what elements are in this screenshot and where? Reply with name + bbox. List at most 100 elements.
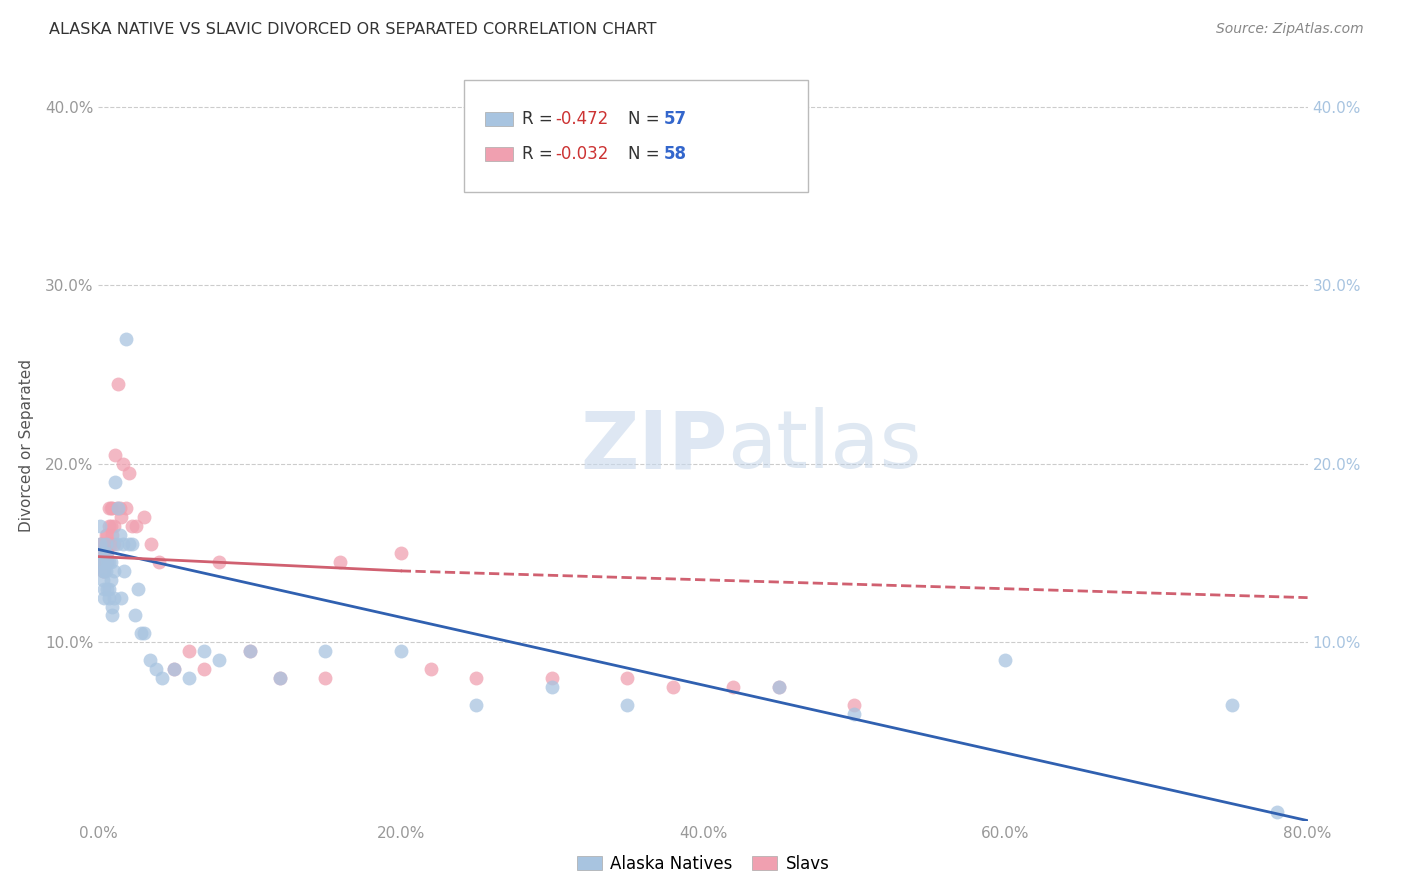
- Point: [93, 582, 115, 596]
- Point: [89, 537, 111, 551]
- Point: [96, 555, 118, 569]
- Point: [540, 671, 562, 685]
- Point: [844, 698, 866, 712]
- Point: [768, 680, 790, 694]
- Point: [616, 698, 638, 712]
- Point: [98, 519, 121, 533]
- Point: [91, 564, 114, 578]
- Point: [540, 680, 562, 694]
- Text: N =: N =: [628, 145, 665, 163]
- Text: ALASKA NATIVE VS SLAVIC DIVORCED OR SEPARATED CORRELATION CHART: ALASKA NATIVE VS SLAVIC DIVORCED OR SEPA…: [49, 22, 657, 37]
- Text: Source: ZipAtlas.com: Source: ZipAtlas.com: [1216, 22, 1364, 37]
- Point: [94, 537, 117, 551]
- Point: [93, 564, 115, 578]
- Point: [101, 608, 124, 623]
- Point: [723, 680, 745, 694]
- Point: [90, 546, 112, 560]
- Point: [193, 662, 215, 676]
- Point: [994, 653, 1017, 667]
- Point: [150, 671, 173, 685]
- Point: [314, 671, 336, 685]
- Point: [107, 376, 129, 391]
- Point: [96, 582, 118, 596]
- Point: [89, 555, 111, 569]
- Point: [129, 626, 152, 640]
- Point: [112, 564, 135, 578]
- Point: [127, 582, 149, 596]
- Point: [94, 555, 117, 569]
- Point: [98, 555, 121, 569]
- Point: [208, 653, 231, 667]
- Point: [91, 573, 114, 587]
- Point: [91, 555, 114, 569]
- Point: [91, 564, 114, 578]
- Text: R =: R =: [522, 110, 558, 128]
- Text: ZIP: ZIP: [579, 407, 727, 485]
- Point: [93, 537, 115, 551]
- Text: N =: N =: [628, 110, 665, 128]
- Point: [118, 466, 141, 480]
- Point: [111, 537, 134, 551]
- Point: [90, 555, 112, 569]
- Point: [121, 537, 143, 551]
- Text: 58: 58: [664, 145, 686, 163]
- Text: R =: R =: [522, 145, 558, 163]
- Point: [110, 591, 132, 605]
- Point: [121, 519, 143, 533]
- Legend: Alaska Natives, Slavs: Alaska Natives, Slavs: [569, 848, 837, 880]
- Point: [103, 519, 125, 533]
- Point: [91, 555, 114, 569]
- Point: [94, 528, 117, 542]
- Point: [108, 501, 131, 516]
- Point: [89, 546, 111, 560]
- Point: [103, 564, 125, 578]
- Point: [844, 706, 866, 721]
- Point: [768, 680, 790, 694]
- Point: [100, 519, 122, 533]
- Point: [179, 671, 201, 685]
- Text: -0.472: -0.472: [555, 110, 609, 128]
- Point: [98, 501, 121, 516]
- Point: [98, 537, 121, 551]
- Point: [139, 653, 162, 667]
- Point: [100, 573, 122, 587]
- Point: [661, 680, 683, 694]
- Point: [101, 599, 124, 614]
- Point: [105, 501, 128, 516]
- Point: [104, 475, 127, 489]
- Point: [108, 528, 131, 542]
- Point: [107, 501, 129, 516]
- Point: [104, 448, 127, 462]
- Point: [98, 582, 121, 596]
- Point: [239, 644, 262, 658]
- Point: [269, 671, 291, 685]
- Point: [105, 537, 128, 551]
- Point: [616, 671, 638, 685]
- Point: [103, 537, 125, 551]
- Point: [89, 519, 111, 533]
- Point: [98, 591, 121, 605]
- Text: atlas: atlas: [727, 407, 921, 485]
- Point: [94, 564, 117, 578]
- Point: [100, 555, 122, 569]
- Point: [163, 662, 186, 676]
- Point: [111, 457, 134, 471]
- Point: [94, 546, 117, 560]
- Point: [93, 591, 115, 605]
- Point: [101, 501, 124, 516]
- Point: [132, 510, 155, 524]
- Point: [91, 546, 114, 560]
- Point: [329, 555, 352, 569]
- Point: [93, 555, 115, 569]
- Point: [93, 564, 115, 578]
- Point: [163, 662, 186, 676]
- Point: [465, 698, 488, 712]
- Point: [101, 528, 124, 542]
- Point: [89, 537, 111, 551]
- Point: [269, 671, 291, 685]
- Text: 57: 57: [664, 110, 686, 128]
- Point: [420, 662, 443, 676]
- Point: [132, 626, 155, 640]
- Point: [314, 644, 336, 658]
- Point: [465, 671, 488, 685]
